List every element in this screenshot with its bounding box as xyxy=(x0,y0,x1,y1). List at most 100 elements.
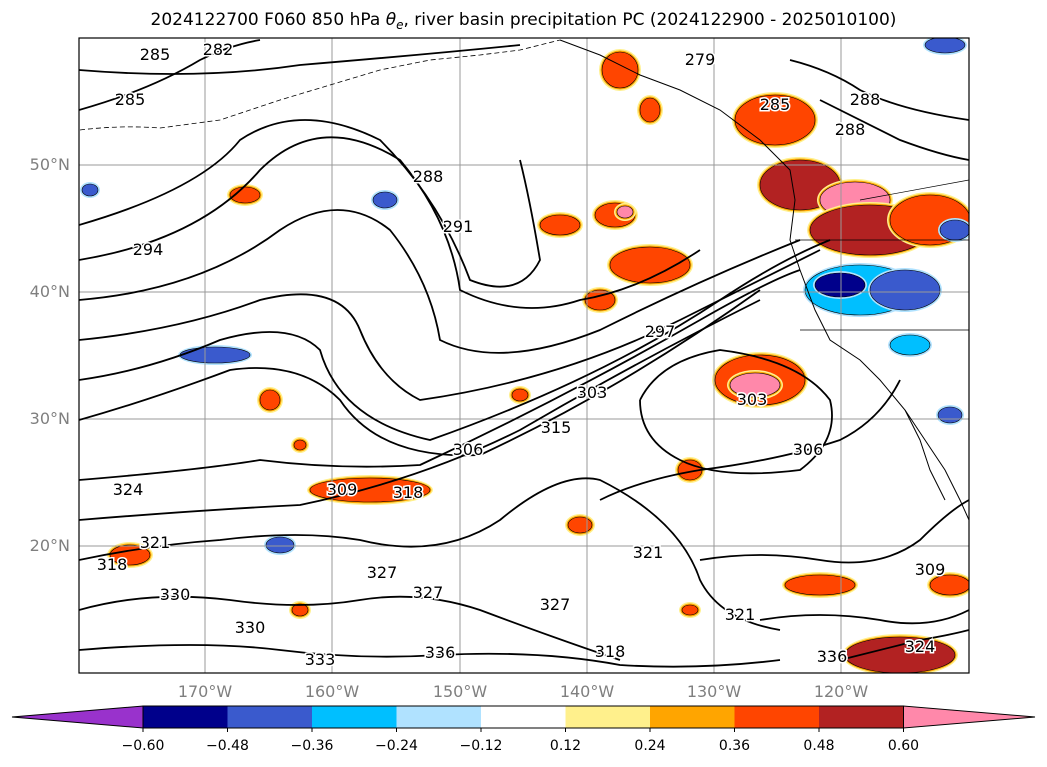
contour-label: 321 xyxy=(725,605,756,624)
longitude-tick-label: 170°W xyxy=(177,682,233,701)
neg-blob xyxy=(81,183,99,197)
longitude-tick-label: 150°W xyxy=(432,682,488,701)
theta-e-contour xyxy=(79,249,821,401)
contour-label: 327 xyxy=(367,563,398,582)
contour-label: 333 xyxy=(305,650,336,669)
precip-blob xyxy=(734,94,816,146)
contour-label: 309 xyxy=(915,560,946,579)
contour-label: 288 xyxy=(413,167,444,186)
contour-label: 306 xyxy=(453,440,484,459)
neg-blob xyxy=(869,269,941,311)
longitude-tick-label: 130°W xyxy=(686,682,742,701)
precip-blob xyxy=(293,439,307,451)
theta-e-contour xyxy=(79,269,801,481)
theta-e-contour xyxy=(79,299,761,521)
precip-blob xyxy=(609,246,691,284)
contour-label: 336 xyxy=(817,647,848,666)
theta-e-contour xyxy=(79,209,801,354)
baja-coastline xyxy=(904,409,946,501)
neg-blob xyxy=(179,346,251,364)
contour-label: 327 xyxy=(413,583,444,602)
precip-blob xyxy=(567,516,593,534)
contour-label: 309 xyxy=(327,480,358,499)
precip-blob xyxy=(844,636,956,673)
precip-shading xyxy=(80,38,969,673)
contour-label: 294 xyxy=(133,240,164,259)
precip-blob xyxy=(291,603,309,617)
precip-blob xyxy=(639,97,661,123)
precip-blob xyxy=(511,388,529,402)
theta-e-contour xyxy=(639,349,833,475)
chart-title: 2024122700 F060 850 hPa θe, river basin … xyxy=(0,10,1047,32)
neg-blob xyxy=(265,536,295,554)
colorbar-frame xyxy=(142,705,904,729)
contour-label: 285 xyxy=(760,95,791,114)
colorbar-tick-label: −0.48 xyxy=(206,738,249,754)
title-suffix: , river basin precipitation PC (20241229… xyxy=(403,10,897,30)
contour-label: 321 xyxy=(140,533,171,552)
theta-e-contour xyxy=(819,99,969,161)
precip-blob xyxy=(109,544,151,566)
colorbar-segment xyxy=(227,706,312,728)
theta-e-contour xyxy=(79,136,701,309)
contour-label: 318 xyxy=(97,555,128,574)
colorbar-segment xyxy=(481,706,566,728)
contour-label: 318 xyxy=(595,642,626,661)
theta-e-contour xyxy=(79,477,781,631)
theta-e-contours xyxy=(79,39,969,668)
contour-label: 282 xyxy=(203,40,234,59)
contour-label: 303 xyxy=(737,390,768,409)
graticule xyxy=(79,38,969,673)
theta-e-contour xyxy=(79,39,261,111)
longitude-tick-label: 140°W xyxy=(559,682,615,701)
aleutian-coastline xyxy=(79,39,561,131)
colorbar-extend-low xyxy=(11,705,144,729)
theta-e-contour xyxy=(79,595,621,661)
contour-label: 306 xyxy=(793,440,824,459)
neg-blob xyxy=(814,272,866,298)
precip-blob xyxy=(616,205,634,219)
state-borders xyxy=(795,179,969,331)
theta-e-contour xyxy=(599,379,901,501)
colorbar-tick-label: 0.36 xyxy=(718,738,751,754)
contour-label: 291 xyxy=(443,217,474,236)
contour-label: 330 xyxy=(235,618,266,637)
title-subscript: e xyxy=(396,18,404,32)
colorbar-segment xyxy=(734,706,819,728)
contour-label: 288 xyxy=(835,120,866,139)
latitude-tick-label: 50°N xyxy=(29,155,70,174)
contour-label: 288 xyxy=(850,90,881,109)
map-frame xyxy=(78,37,970,674)
contour-label: 336 xyxy=(425,643,456,662)
theta-e-contour xyxy=(759,609,969,625)
contour-label: 285 xyxy=(140,45,171,64)
neg-blob xyxy=(924,38,966,54)
contour-label: 321 xyxy=(633,543,664,562)
theta-e-contour xyxy=(79,239,831,441)
theta-e-contour xyxy=(79,44,521,75)
precip-blob xyxy=(259,389,281,411)
contour-label: 285 xyxy=(115,90,146,109)
colorbar-tick-label: 0.12 xyxy=(549,738,582,754)
colorbar-tick-label: −0.60 xyxy=(121,738,165,754)
colorbar-segment xyxy=(650,706,735,728)
theta-e-contour xyxy=(699,499,969,564)
colorbar-tick-label: −0.24 xyxy=(375,738,418,754)
theta-e-contour xyxy=(839,629,969,661)
neg-blob xyxy=(937,406,963,424)
contour-label: 297 xyxy=(645,322,676,341)
title-theta: θ xyxy=(385,10,397,30)
contour-label: 318 xyxy=(393,483,424,502)
precip-blob xyxy=(601,51,639,89)
neg-blob xyxy=(889,334,931,356)
colorbar-segment xyxy=(396,706,481,728)
colorbar-segment xyxy=(565,706,650,728)
neg-blob xyxy=(372,191,398,209)
contour-label: 324 xyxy=(113,480,144,499)
neg-blob xyxy=(939,219,969,241)
contour-label: 279 xyxy=(685,50,716,69)
precip-blob xyxy=(681,604,699,616)
theta-e-contour xyxy=(789,59,969,121)
latitude-tick-label: 40°N xyxy=(29,282,70,301)
